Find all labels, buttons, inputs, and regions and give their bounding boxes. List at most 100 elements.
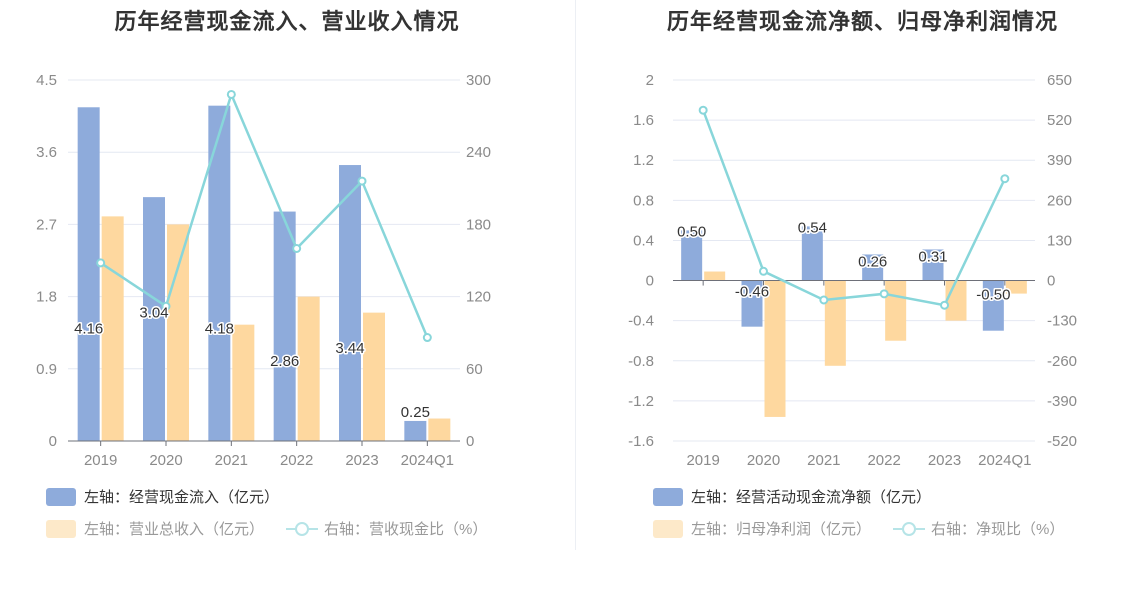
left-axis-tick-label: 1.2 <box>633 152 654 169</box>
bar-orange <box>885 280 907 341</box>
bar-data-label: 3.04 <box>139 305 168 322</box>
bar-data-label: 4.16 <box>74 321 103 338</box>
ratio-line <box>99 90 429 338</box>
left-axis-tick-label: -0.8 <box>628 353 654 370</box>
left-legend-row-2: 左轴：营业总收入（亿元） 右轴：营收现金比（%） <box>46 518 487 539</box>
ratio-point <box>698 105 708 115</box>
left-legend-item-inflow[interactable]: 左轴：经营现金流入（亿元） <box>46 486 279 507</box>
ratio-point <box>292 243 302 253</box>
bar-data-label: 4.18 <box>205 321 234 338</box>
legend-label: 左轴：归母净利润（亿元） <box>691 521 872 538</box>
ratio-line <box>701 109 1006 307</box>
right-chart-panel: 历年经营现金流净额、归母净利润情况 -1.6 -1.2 -0.8 -0.4 0 0.4 0.… <box>577 0 1148 560</box>
ratio-point <box>819 295 829 305</box>
right-axis-tick-label: 180 <box>466 216 491 233</box>
legend-line-swatch <box>893 521 926 536</box>
legend-swatch-orange <box>653 519 683 538</box>
legend-swatch-blue <box>653 487 683 506</box>
right-axis-tick-label: 650 <box>1047 72 1072 89</box>
left-chart-plot: 0 0.9 1.8 2.7 3.6 4.5 0 60 120 180 240 300 2019 2020 2… <box>36 72 491 469</box>
left-axis-tick-label: 0.4 <box>633 232 654 249</box>
right-legend-item-ratio[interactable]: 右轴：净现比（%） <box>893 518 1064 539</box>
left-axis-tick-label: 0.9 <box>36 361 57 378</box>
legend-swatch-blue <box>46 487 76 506</box>
right-axis-tick-label: 60 <box>466 361 483 378</box>
bar-data-label: 0.50 <box>677 223 706 240</box>
bar-data-label: -0.46 <box>735 284 769 301</box>
legend-label: 左轴：经营现金流入（亿元） <box>84 489 280 506</box>
right-axis-tick-label: 300 <box>466 72 491 89</box>
right-axis-tick-label: -390 <box>1047 393 1077 410</box>
x-axis-tick-label: 2022 <box>280 452 313 469</box>
bar-blue <box>801 226 823 281</box>
panel-divider <box>575 0 576 550</box>
right-legend-item-profit[interactable]: 左轴：归母净利润（亿元） <box>653 518 871 539</box>
right-chart-title: 历年经营现金流净额、归母净利润情况 <box>666 9 1058 34</box>
bar-blue <box>77 107 100 441</box>
left-axis-tick-label: 0 <box>646 273 654 290</box>
bar-orange <box>297 296 320 441</box>
bar-orange <box>167 224 189 441</box>
x-axis-tick-label: 2024Q1 <box>978 452 1031 469</box>
left-axis-tick-label: 3.6 <box>36 144 57 161</box>
left-legend-item-ratio[interactable]: 右轴：营收现金比（%） <box>286 518 487 539</box>
right-chart-plot: -1.6 -1.2 -0.8 -0.4 0 0.4 0.8 1.2 1.6 2 -520 -390 -2… <box>628 72 1077 469</box>
x-axis-tick-label: 2022 <box>867 452 900 469</box>
bar-data-label: 2.86 <box>270 353 299 370</box>
legend-swatch-orange <box>46 519 76 538</box>
bar-orange <box>1005 280 1027 294</box>
left-axis-tick-label: 1.6 <box>633 112 654 129</box>
x-axis-tick-label: 2019 <box>84 452 117 469</box>
bar-blue <box>862 254 884 281</box>
right-legend-row-2: 左轴：归母净利润（亿元） 右轴：净现比（%） <box>653 518 1064 539</box>
right-axis-tick-label: -520 <box>1047 433 1077 450</box>
left-axis-tick-label: -1.6 <box>628 433 654 450</box>
bar-data-label: -0.50 <box>976 287 1010 304</box>
right-axis-tick-label: -260 <box>1047 353 1077 370</box>
bar-blue <box>922 249 944 281</box>
right-axis-tick-label: 0 <box>466 433 474 450</box>
bar-data-label: 3.44 <box>335 340 364 357</box>
left-legend-item-revenue[interactable]: 左轴：营业总收入（亿元） <box>46 518 264 539</box>
x-axis-tick-label: 2020 <box>149 452 182 469</box>
legend-label: 左轴：经营活动现金流净额（亿元） <box>691 489 932 506</box>
right-axis-tick-label: 520 <box>1047 112 1072 129</box>
x-axis-tick-label: 2024Q1 <box>401 452 454 469</box>
x-axis-tick-label: 2021 <box>807 452 840 469</box>
legend-label: 左轴：营业总收入（亿元） <box>84 521 265 538</box>
right-legend-item-netflow[interactable]: 左轴：经营活动现金流净额（亿元） <box>653 486 931 507</box>
ratio-point <box>422 333 432 343</box>
bar-data-label: 0.25 <box>401 404 430 421</box>
left-axis-tick-label: 0.8 <box>633 192 654 209</box>
left-chart-title: 历年经营现金流入、营业收入情况 <box>114 9 460 34</box>
x-axis-tick-label: 2019 <box>686 452 719 469</box>
right-axis-tick-label: 390 <box>1047 152 1072 169</box>
ratio-point <box>1000 174 1010 184</box>
ratio-point <box>879 289 889 299</box>
right-axis-tick-label: 260 <box>1047 192 1072 209</box>
bar-data-label: 0.31 <box>918 248 947 265</box>
bar-orange <box>764 280 786 417</box>
right-axis-tick-label: 130 <box>1047 232 1072 249</box>
ratio-point <box>940 300 949 310</box>
left-axis-tick-label: 0 <box>49 433 57 450</box>
legend-line-swatch <box>286 521 319 536</box>
ratio-point <box>357 176 367 186</box>
x-axis-tick-label: 2023 <box>928 452 961 469</box>
bar-orange <box>101 216 124 441</box>
bar-data-label: 0.26 <box>858 253 887 270</box>
left-axis-tick-label: 2.7 <box>36 216 57 233</box>
ratio-point <box>759 266 768 276</box>
bar-orange <box>945 280 967 321</box>
bar-blue <box>982 280 1004 331</box>
left-axis-tick-label: 4.5 <box>36 72 57 89</box>
bar-orange <box>428 418 451 441</box>
x-axis-tick-label: 2021 <box>215 452 248 469</box>
bar-blue <box>208 105 231 441</box>
right-axis-tick-label: 120 <box>466 289 491 306</box>
bar-blue <box>273 211 296 441</box>
left-axis-tick-label: 2 <box>646 72 654 89</box>
left-axis-tick-label: 1.8 <box>36 289 57 306</box>
bar-blue <box>741 280 763 327</box>
x-axis-tick-label: 2023 <box>345 452 378 469</box>
